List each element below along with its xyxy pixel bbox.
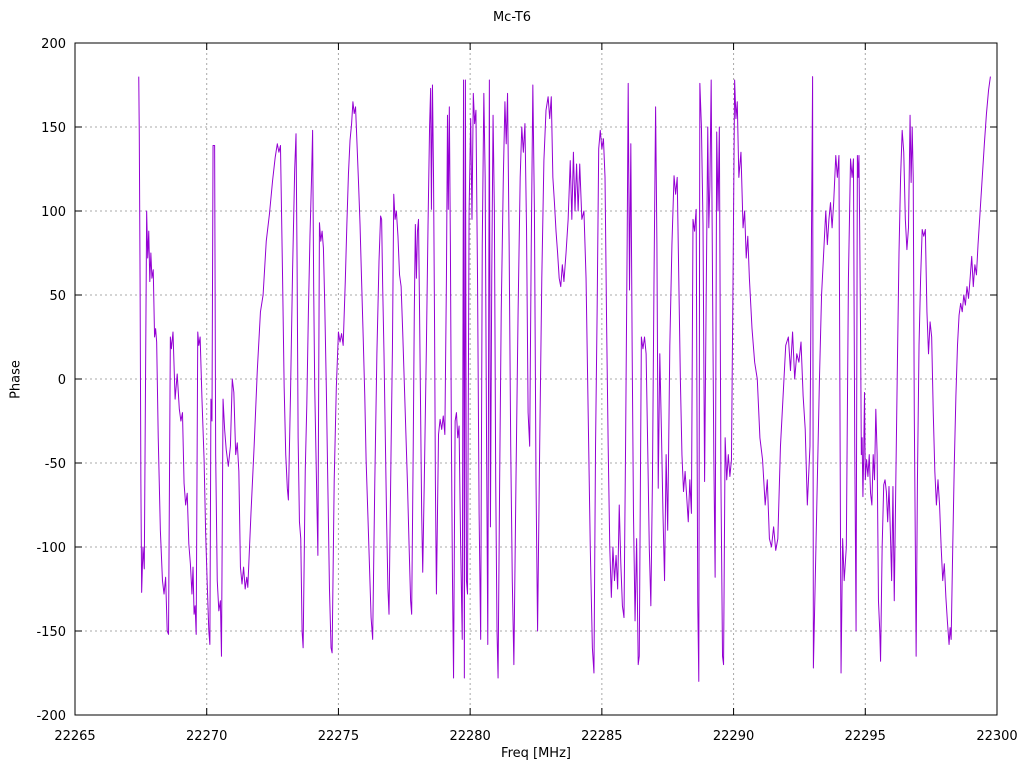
y-tick-label: -150 bbox=[36, 625, 66, 640]
y-axis-label: Phase bbox=[8, 360, 24, 399]
x-axis-label: Freq [MHz] bbox=[501, 746, 571, 761]
x-tick-label: 22280 bbox=[449, 729, 490, 744]
x-tick-label: 22265 bbox=[54, 729, 95, 744]
x-tick-label: 22295 bbox=[845, 729, 886, 744]
y-tick-label: 100 bbox=[41, 205, 66, 220]
y-tick-label: 150 bbox=[41, 121, 66, 136]
y-tick-label: 0 bbox=[58, 373, 66, 388]
phase-trace bbox=[138, 76, 991, 682]
x-tick-label: 22275 bbox=[318, 729, 359, 744]
x-tick-label: 22300 bbox=[976, 729, 1017, 744]
x-tick-label: 22290 bbox=[713, 729, 754, 744]
y-tick-label: -200 bbox=[36, 709, 66, 724]
y-tick-label: 200 bbox=[41, 37, 66, 52]
x-tick-label: 22270 bbox=[186, 729, 227, 744]
plot-border bbox=[74, 42, 998, 716]
y-tick-label: -100 bbox=[36, 541, 66, 556]
y-tick-label: -50 bbox=[45, 457, 66, 472]
x-tick-label: 22285 bbox=[581, 729, 622, 744]
chart-title: Mc-T6 bbox=[492, 10, 532, 25]
y-tick-label: 50 bbox=[49, 289, 66, 304]
